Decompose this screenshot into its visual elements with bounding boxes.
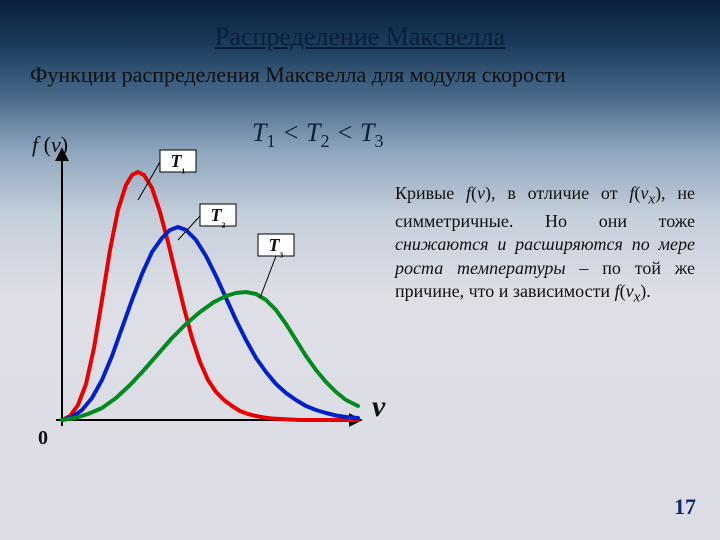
svg-text:f (v): f (v) <box>32 132 68 157</box>
slide-title: Распределение Максвелла <box>0 22 720 52</box>
svg-text:0: 0 <box>38 427 48 449</box>
slide-subtitle: Функции распределения Максвелла для моду… <box>30 62 566 88</box>
body-paragraph: Кривые f(v), в отличие от f(vx), не симм… <box>395 182 695 308</box>
page-number: 17 <box>674 494 696 520</box>
curve-T2 <box>62 227 358 420</box>
maxwell-chart: f (v)0T₁T₂T₃ <box>20 130 410 450</box>
curve-T3 <box>62 292 358 420</box>
